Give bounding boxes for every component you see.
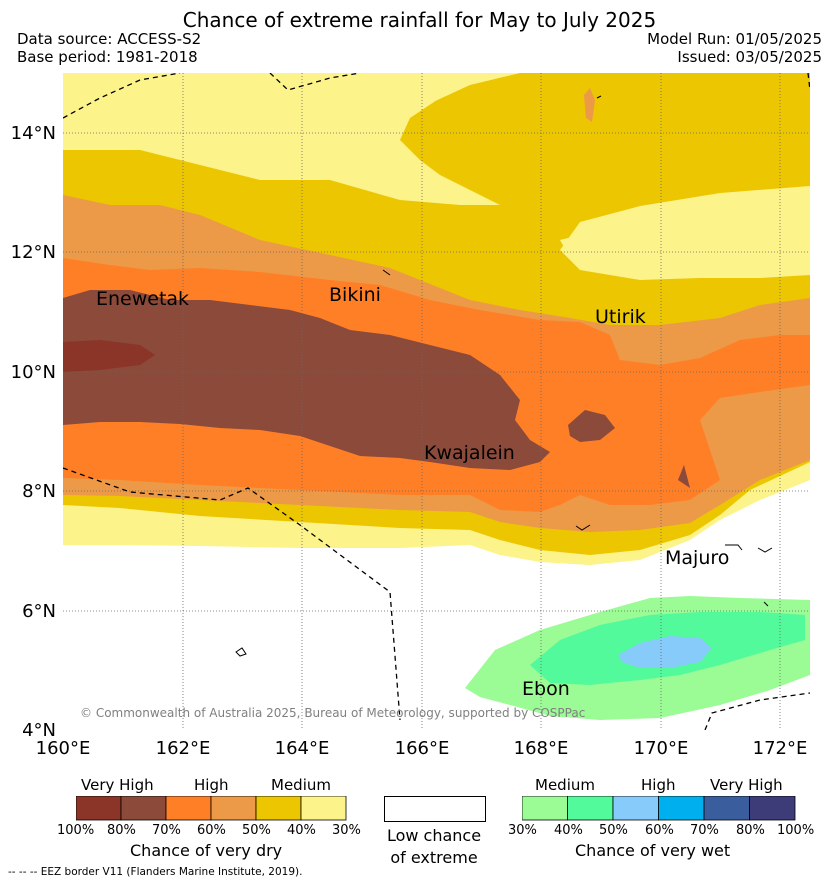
lat-label: 14°N — [11, 123, 56, 144]
dry-swatch-80-70 — [120, 796, 167, 821]
map-fill — [63, 73, 810, 730]
place-label-ebon: Ebon — [522, 678, 570, 700]
dry-color-scale — [76, 796, 347, 821]
data-source: Data source: ACCESS-S2 — [17, 30, 202, 48]
dry-category-high: High — [194, 776, 229, 794]
dry-40-50-spot — [584, 88, 595, 122]
dry-70-80-island — [568, 410, 615, 442]
dry-tick: 30% — [332, 823, 361, 838]
wet-color-scale — [522, 796, 796, 821]
wet-scale-caption: Chance of very wet — [575, 841, 731, 860]
low-chance-swatch — [384, 796, 486, 822]
wet-swatch-80-100 — [749, 796, 796, 821]
lon-label: 168°E — [514, 738, 569, 759]
lat-label: 10°N — [11, 362, 56, 383]
islands — [235, 95, 773, 657]
wet-swatch-40-50 — [567, 796, 614, 821]
dry-tick: 40% — [287, 823, 316, 838]
dry-tick: 50% — [242, 823, 271, 838]
wet-tick: 60% — [645, 823, 674, 838]
wet-tick: 40% — [554, 823, 583, 838]
dry-swatch-100-80 — [76, 796, 122, 821]
low-chance-caption-line2: of extreme — [390, 848, 478, 867]
lon-label: 170°E — [634, 738, 689, 759]
eez-border-note: -- -- -- EEZ border V11 (Flanders Marine… — [8, 866, 303, 878]
wet-swatch-70-80 — [703, 796, 750, 821]
lon-label: 160°E — [36, 738, 91, 759]
wet-tick: 80% — [736, 823, 765, 838]
base-period: Base period: 1981-2018 — [17, 48, 198, 66]
low-chance-caption-line1: Low chance — [386, 826, 482, 845]
model-run: Model Run: 01/05/2025 — [647, 30, 822, 48]
wet-category-high: High — [641, 776, 676, 794]
issued-date: Issued: 03/05/2025 — [677, 48, 822, 66]
dry-70-80-region — [63, 290, 550, 470]
dry-scale-caption: Chance of very dry — [130, 841, 283, 860]
lat-label: 4°N — [22, 720, 56, 741]
dry-80-100-region — [63, 340, 155, 372]
dry-category-medium: Medium — [271, 776, 331, 794]
dry-category-very-high: Very High — [81, 776, 154, 794]
wet-swatch-30-40 — [522, 796, 568, 821]
lon-label: 162°E — [156, 738, 211, 759]
place-label-utirik: Utirik — [595, 306, 646, 328]
dry-swatch-50-40 — [255, 796, 302, 821]
dry-tick: 60% — [197, 823, 226, 838]
wet-50-60-region — [618, 636, 712, 668]
wet-category-very-high: Very High — [710, 776, 783, 794]
dry-tick: 70% — [152, 823, 181, 838]
place-label-enewetak: Enewetak — [96, 288, 189, 310]
dry-30-40-east — [560, 205, 810, 270]
lon-label: 166°E — [395, 738, 450, 759]
place-label-majuro: Majuro — [665, 547, 729, 569]
lat-label: 6°N — [22, 601, 56, 622]
wet-swatch-60-70 — [658, 796, 705, 821]
lon-label: 164°E — [275, 738, 330, 759]
dry-tick: 80% — [107, 823, 136, 838]
dry-30-40-top — [63, 73, 500, 205]
dry-70-80-spot — [678, 465, 690, 488]
dry-tick: 100% — [57, 823, 95, 838]
wet-tick: 30% — [508, 823, 537, 838]
lat-label: 8°N — [22, 481, 56, 502]
map-title: Chance of extreme rainfall for May to Ju… — [182, 8, 657, 32]
dry-swatch-60-50 — [210, 796, 257, 821]
wet-swatch-50-60 — [612, 796, 659, 821]
place-label-kwajalein: Kwajalein — [424, 442, 515, 464]
wet-tick: 50% — [599, 823, 628, 838]
dry-swatch-40-30 — [300, 796, 347, 821]
wet-tick: 100% — [777, 823, 815, 838]
copyright-credit: © Commonwealth of Australia 2025, Bureau… — [80, 706, 585, 720]
wet-category-medium: Medium — [535, 776, 595, 794]
lon-label: 172°E — [753, 738, 808, 759]
dry-swatch-70-60 — [165, 796, 212, 821]
lat-label: 12°N — [11, 242, 56, 263]
rainfall-map: 14°N 12°N 10°N 8°N 6°N 4°N 160°E 162°E 1… — [11, 73, 810, 759]
place-label-bikini: Bikini — [329, 284, 381, 306]
wet-tick: 70% — [690, 823, 719, 838]
eez-border — [63, 73, 810, 730]
